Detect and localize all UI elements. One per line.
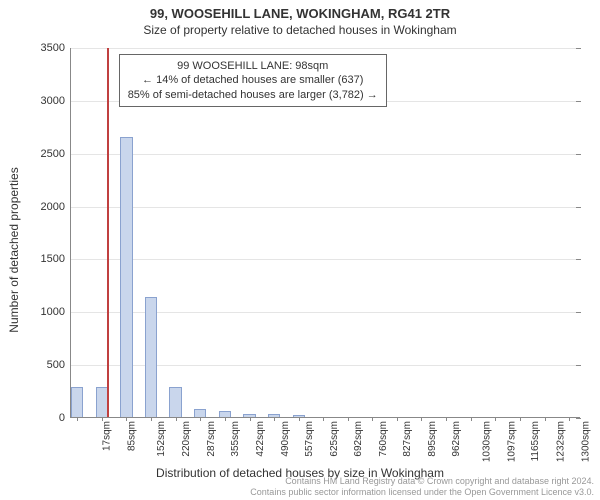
- x-tick: [323, 417, 324, 421]
- attribution-footer: Contains HM Land Registry data © Crown c…: [250, 476, 594, 498]
- chart-subtitle: Size of property relative to detached ho…: [0, 21, 600, 37]
- x-tick: [77, 417, 78, 421]
- x-tick: [397, 417, 398, 421]
- y-tick-label: 2000: [41, 201, 65, 213]
- footer-line: Contains public sector information licen…: [250, 487, 594, 498]
- x-tick: [299, 417, 300, 421]
- x-tick: [446, 417, 447, 421]
- y-tick-label: 0: [59, 412, 65, 424]
- histogram-bar: [194, 409, 206, 417]
- y-tick: [576, 48, 581, 49]
- x-tick-label: 760sqm: [378, 421, 389, 457]
- x-tick-label: 557sqm: [304, 421, 315, 457]
- x-tick-label: 17sqm: [102, 421, 113, 451]
- gridline: [71, 207, 580, 208]
- x-tick-label: 827sqm: [402, 421, 413, 457]
- gridline: [71, 154, 580, 155]
- footer-line: Contains HM Land Registry data © Crown c…: [250, 476, 594, 487]
- x-tick: [495, 417, 496, 421]
- x-tick: [348, 417, 349, 421]
- x-tick-label: 1030sqm: [482, 421, 493, 462]
- x-tick-label: 422sqm: [255, 421, 266, 457]
- y-tick: [576, 207, 581, 208]
- histogram-bar: [120, 137, 132, 417]
- y-tick-label: 2500: [41, 148, 65, 160]
- x-tick: [102, 417, 103, 421]
- x-tick-label: 692sqm: [353, 421, 364, 457]
- histogram-bar: [145, 297, 157, 418]
- y-axis-label: Number of detached properties: [7, 167, 21, 332]
- x-tick-label: 152sqm: [156, 421, 167, 457]
- x-tick-label: 85sqm: [126, 421, 137, 451]
- x-tick: [225, 417, 226, 421]
- x-tick: [520, 417, 521, 421]
- histogram-bar: [169, 387, 181, 417]
- property-marker-line: [107, 48, 109, 417]
- x-tick-label: 355sqm: [230, 421, 241, 457]
- y-tick-label: 500: [47, 359, 65, 371]
- y-tick: [576, 418, 581, 419]
- x-tick: [274, 417, 275, 421]
- annotation-line: ← 14% of detached houses are smaller (63…: [128, 73, 378, 87]
- x-tick: [421, 417, 422, 421]
- y-tick: [576, 312, 581, 313]
- annotation-line: 85% of semi-detached houses are larger (…: [128, 88, 378, 102]
- gridline: [71, 259, 580, 260]
- x-tick: [176, 417, 177, 421]
- x-tick-label: 625sqm: [329, 421, 340, 457]
- annotation-box: 99 WOOSEHILL LANE: 98sqm← 14% of detache…: [119, 54, 387, 107]
- x-tick-label: 895sqm: [427, 421, 438, 457]
- x-tick-label: 220sqm: [181, 421, 192, 457]
- plot-area: 050010001500200025003000350017sqm85sqm15…: [70, 48, 580, 418]
- x-tick: [126, 417, 127, 421]
- y-tick-label: 3000: [41, 95, 65, 107]
- x-tick-label: 287sqm: [206, 421, 217, 457]
- x-tick-label: 1232sqm: [555, 421, 566, 462]
- x-tick: [471, 417, 472, 421]
- x-tick-label: 962sqm: [452, 421, 463, 457]
- histogram-bar: [71, 387, 83, 417]
- y-tick-label: 3500: [41, 42, 65, 54]
- x-tick: [372, 417, 373, 421]
- y-tick: [576, 101, 581, 102]
- x-tick-label: 1165sqm: [530, 421, 541, 461]
- chart-container: 99, WOOSEHILL LANE, WOKINGHAM, RG41 2TR …: [0, 0, 600, 500]
- annotation-line: 99 WOOSEHILL LANE: 98sqm: [128, 59, 378, 73]
- y-tick-label: 1500: [41, 253, 65, 265]
- y-tick: [576, 259, 581, 260]
- y-tick: [576, 365, 581, 366]
- chart-title: 99, WOOSEHILL LANE, WOKINGHAM, RG41 2TR: [0, 0, 600, 21]
- x-tick: [151, 417, 152, 421]
- x-tick: [545, 417, 546, 421]
- x-tick-label: 1300sqm: [580, 421, 591, 462]
- y-tick: [576, 154, 581, 155]
- y-tick-label: 1000: [41, 306, 65, 318]
- x-tick-label: 490sqm: [280, 421, 291, 457]
- x-tick: [569, 417, 570, 421]
- x-tick: [200, 417, 201, 421]
- x-tick-label: 1097sqm: [506, 421, 517, 462]
- gridline: [71, 48, 580, 49]
- x-tick: [250, 417, 251, 421]
